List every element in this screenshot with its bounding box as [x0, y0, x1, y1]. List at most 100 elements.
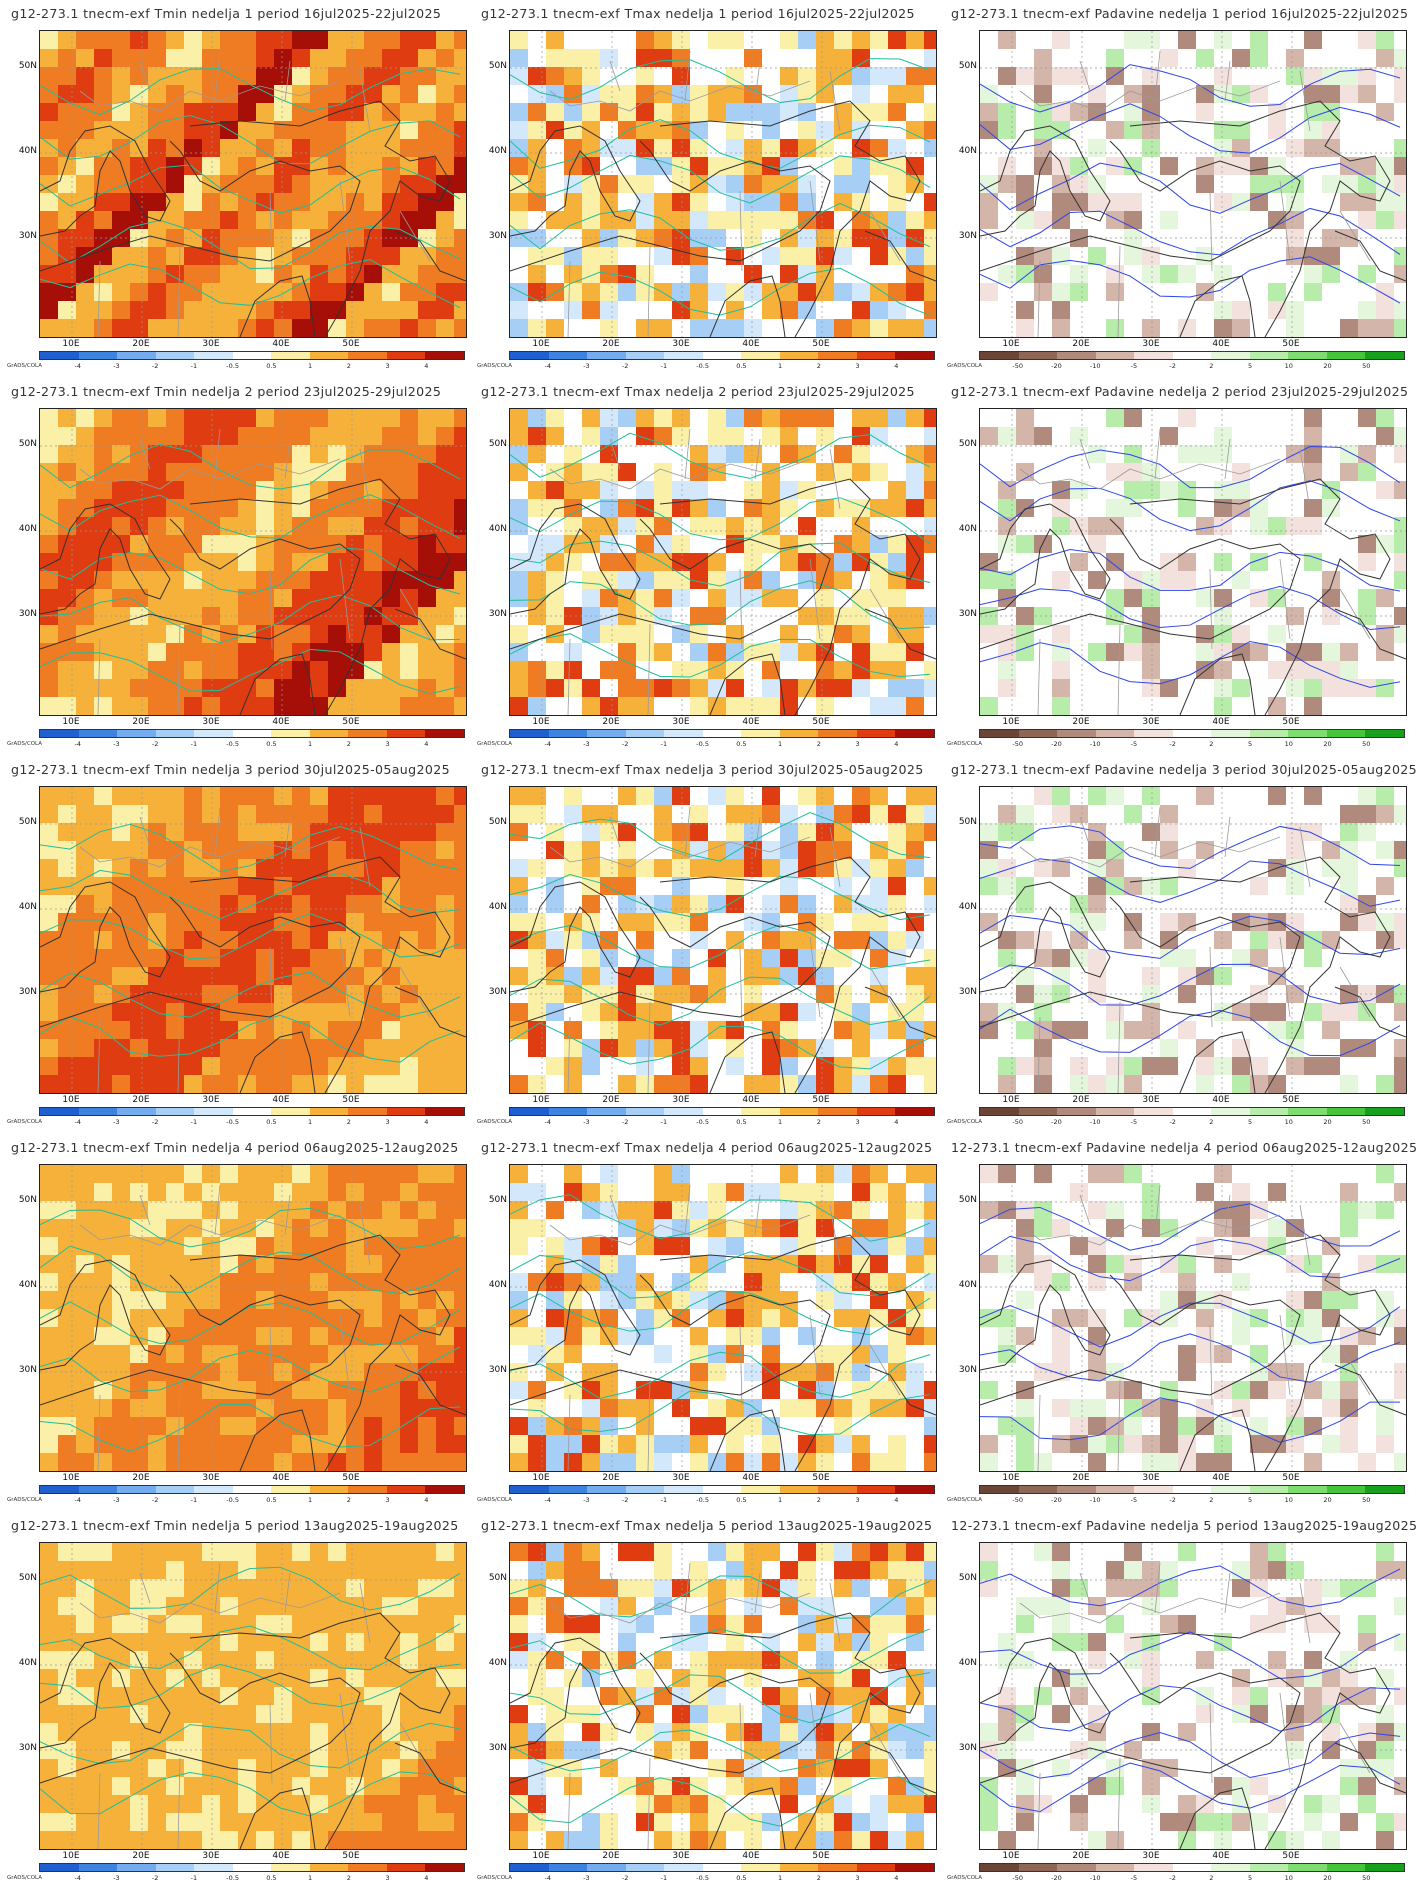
map-area [509, 1164, 937, 1472]
field-cell [870, 1183, 888, 1201]
field-cell [528, 1399, 546, 1417]
field-cell [980, 31, 998, 49]
field-cell [636, 1381, 654, 1399]
field-cell [1088, 31, 1106, 49]
field-cell [980, 535, 998, 553]
field-cell [1070, 499, 1088, 517]
field-cell [1052, 661, 1070, 679]
field-cell [582, 841, 600, 859]
field-cell [1178, 463, 1196, 481]
field-cell [274, 1435, 292, 1453]
field-cell [1034, 697, 1052, 715]
field-cell [780, 859, 798, 877]
field-cell [58, 121, 76, 139]
field-cell [1178, 49, 1196, 67]
field-cell [238, 1381, 256, 1399]
field-cell [564, 211, 582, 229]
field-cell [418, 1183, 436, 1201]
field-cell [238, 787, 256, 805]
field-cell [418, 1165, 436, 1183]
field-cell [202, 1291, 220, 1309]
field-cell [1052, 553, 1070, 571]
field-cell [1394, 1039, 1406, 1057]
field-cell [654, 157, 672, 175]
field-cell [238, 1075, 256, 1093]
field-cell [184, 553, 202, 571]
field-cell [220, 409, 238, 427]
field-cell [726, 445, 744, 463]
field-cell [980, 481, 998, 499]
field-cell [708, 445, 726, 463]
field-cell [1358, 787, 1376, 805]
field-cell [310, 895, 328, 913]
field-cell [924, 49, 936, 67]
field-cell [510, 247, 528, 265]
field-cell [636, 49, 654, 67]
field-cell [274, 967, 292, 985]
field-cell [762, 535, 780, 553]
field-cell [364, 841, 382, 859]
field-cell [166, 1237, 184, 1255]
field-cell [256, 319, 274, 337]
field-cell [924, 1435, 936, 1453]
colorbar-label: -10 [1089, 740, 1101, 748]
field-cell [762, 1003, 780, 1021]
field-cell [148, 625, 166, 643]
field-cell [636, 139, 654, 157]
field-cell [834, 121, 852, 139]
field-cell [980, 157, 998, 175]
field-cell [400, 661, 418, 679]
field-cell [202, 679, 220, 697]
field-cell [1160, 409, 1178, 427]
field-cell [166, 67, 184, 85]
field-cell [1160, 787, 1178, 805]
colorbar-label: -1 [190, 1118, 198, 1126]
field-cell [454, 553, 466, 571]
field-cell [454, 661, 466, 679]
field-cell [1232, 211, 1250, 229]
field-cell [852, 1057, 870, 1075]
field-cell [1160, 481, 1178, 499]
field-cell [1070, 283, 1088, 301]
field-cell [1142, 625, 1160, 643]
field-cell [1394, 571, 1406, 589]
field-cell [202, 877, 220, 895]
field-cell [834, 1039, 852, 1057]
field-cell [310, 1327, 328, 1345]
field-cell [1340, 67, 1358, 85]
field-cell [1358, 967, 1376, 985]
colorbar-label: 4 [894, 1118, 899, 1126]
field-cell [618, 1237, 636, 1255]
field-cell [582, 1381, 600, 1399]
field-cell [112, 103, 130, 121]
field-cell [184, 859, 202, 877]
field-cell [148, 1021, 166, 1039]
country-borders [549, 50, 901, 337]
field-cell [1286, 139, 1304, 157]
field-cell [184, 427, 202, 445]
field-cell [166, 1021, 184, 1039]
field-cell [780, 589, 798, 607]
field-cell [1322, 697, 1340, 715]
field-cell [834, 571, 852, 589]
field-cell [708, 1345, 726, 1363]
field-cell [762, 949, 780, 967]
field-cell [600, 625, 618, 643]
field-cell [94, 571, 112, 589]
colorbar-swatch [625, 352, 665, 359]
field-cell [148, 319, 166, 337]
field-cell [1178, 589, 1196, 607]
field-cell [1016, 859, 1034, 877]
field-cell [346, 679, 364, 697]
field-cell [184, 1057, 202, 1075]
field-cell [346, 697, 364, 715]
field-cell [382, 877, 400, 895]
field-cell [364, 805, 382, 823]
field-cell [690, 1165, 708, 1183]
field-cell [1052, 481, 1070, 499]
field-cell [582, 139, 600, 157]
field-cell [888, 823, 906, 841]
field-cell [310, 859, 328, 877]
field-cell [582, 1327, 600, 1345]
field-cell [40, 895, 58, 913]
